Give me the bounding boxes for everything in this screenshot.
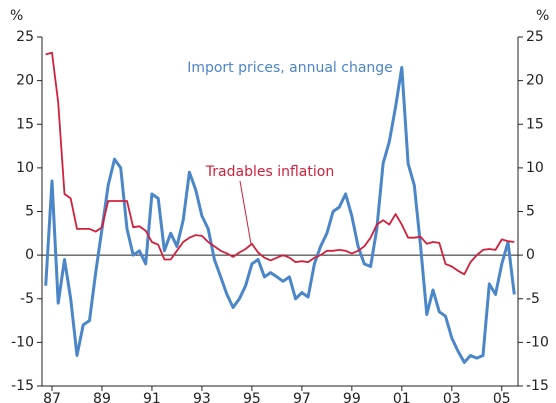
y2-tick-label: 5 <box>526 204 535 220</box>
y2-tick-label: -10 <box>526 334 549 350</box>
y2-tick-label: 20 <box>526 73 544 89</box>
y2-tick-label: -5 <box>526 291 540 307</box>
x-tick-label: 95 <box>243 391 261 403</box>
y2-tick-label: 15 <box>526 116 544 132</box>
y-tick-label: 15 <box>16 116 34 132</box>
x-tick-label: 01 <box>393 391 411 403</box>
x-tick-label: 05 <box>493 391 511 403</box>
y-tick-label: 20 <box>16 73 34 89</box>
x-tick-label: 89 <box>93 391 111 403</box>
annotation: Tradables inflation <box>205 164 334 180</box>
y-tick-label: -10 <box>11 334 34 350</box>
annotation: Import prices, annual change <box>187 60 393 76</box>
y-tick-label: -15 <box>11 378 34 394</box>
x-tick-label: 99 <box>343 391 361 403</box>
y-axis-label: % <box>10 8 23 24</box>
y2-tick-label: 25 <box>526 29 544 45</box>
y2-tick-label: 10 <box>526 160 544 176</box>
y-tick-label: 0 <box>25 247 34 263</box>
x-tick-label: 87 <box>43 391 61 403</box>
x-tick-label: 91 <box>143 391 161 403</box>
x-tick-label: 93 <box>193 391 211 403</box>
series-line <box>44 66 516 364</box>
y2-tick-label: 0 <box>526 247 535 263</box>
x-tick-label: 97 <box>293 391 311 403</box>
annotation-leader <box>239 180 252 245</box>
y-tick-label: 10 <box>16 160 34 176</box>
y2-axis-label: % <box>536 8 549 24</box>
y2-tick-label: -15 <box>526 378 549 394</box>
y-tick-label: 5 <box>25 204 34 220</box>
y-tick-label: -5 <box>20 291 34 307</box>
y-tick-label: 25 <box>16 29 34 45</box>
x-tick-label: 03 <box>443 391 461 403</box>
series-line <box>45 51 515 276</box>
